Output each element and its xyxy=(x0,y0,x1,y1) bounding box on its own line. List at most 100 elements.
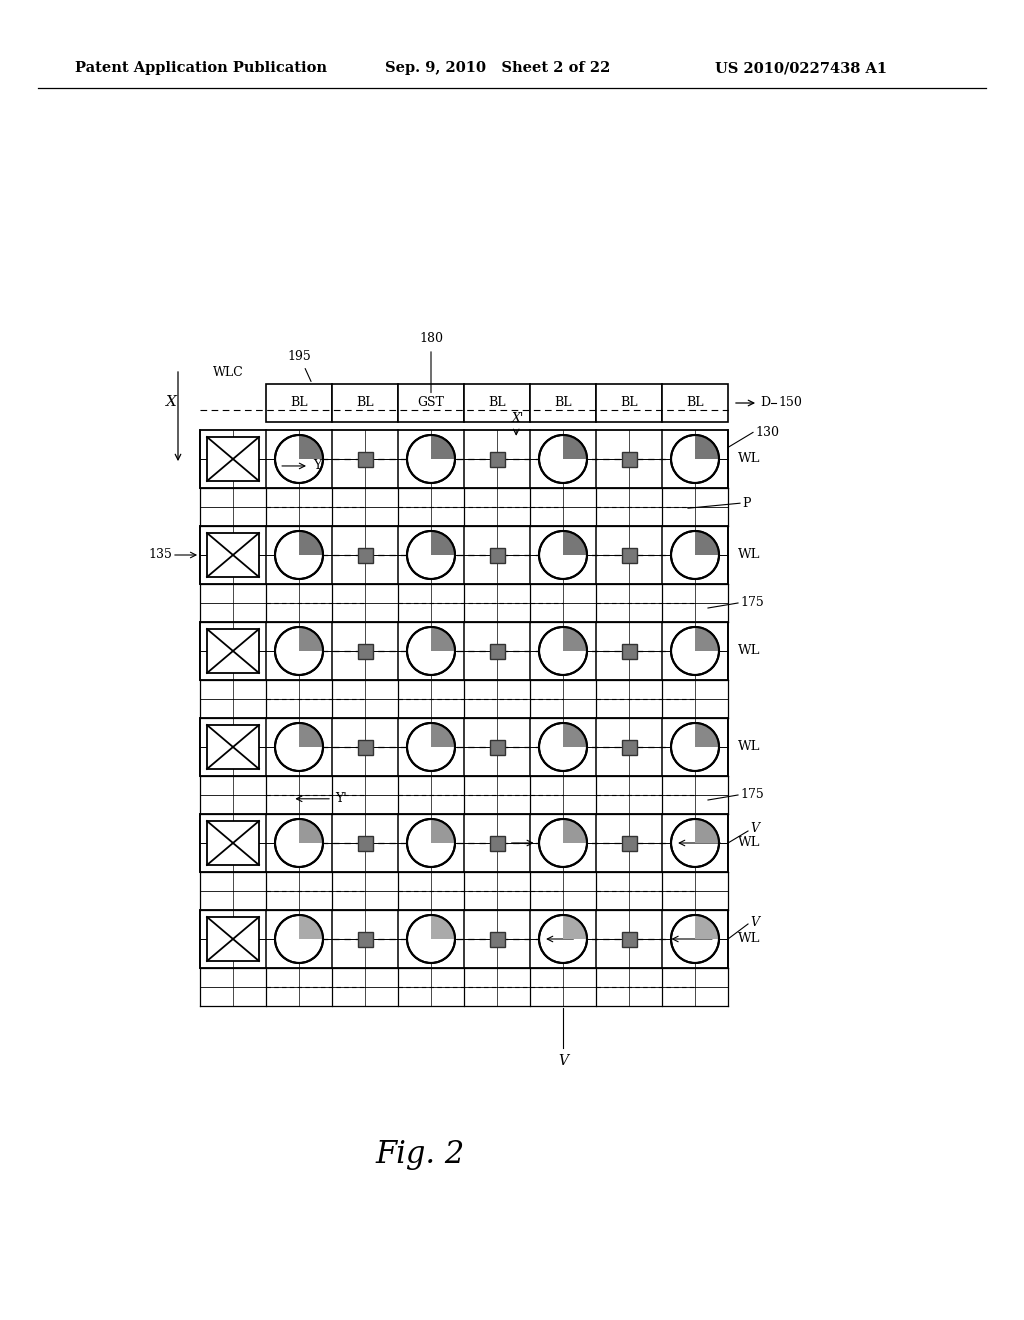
Text: V: V xyxy=(495,842,504,854)
Circle shape xyxy=(539,723,587,771)
Circle shape xyxy=(275,818,323,867)
Circle shape xyxy=(671,818,719,867)
Bar xyxy=(200,525,728,583)
Wedge shape xyxy=(695,818,719,843)
Bar xyxy=(357,644,373,659)
Wedge shape xyxy=(563,436,587,459)
Text: D: D xyxy=(760,396,770,409)
Circle shape xyxy=(275,723,323,771)
Text: BL: BL xyxy=(621,396,638,409)
Text: X': X' xyxy=(512,412,524,425)
Text: BL: BL xyxy=(356,396,374,409)
Text: X: X xyxy=(166,395,177,408)
Circle shape xyxy=(539,915,587,964)
Text: P: P xyxy=(742,496,751,510)
Bar xyxy=(357,932,373,946)
Text: BL: BL xyxy=(290,396,308,409)
Text: WL: WL xyxy=(738,741,761,754)
Circle shape xyxy=(671,915,719,964)
Bar xyxy=(622,932,637,946)
Wedge shape xyxy=(299,436,323,459)
Wedge shape xyxy=(563,627,587,651)
Wedge shape xyxy=(299,818,323,843)
Wedge shape xyxy=(431,531,455,554)
Bar xyxy=(622,548,637,562)
Text: 175: 175 xyxy=(740,597,764,610)
Text: US 2010/0227438 A1: US 2010/0227438 A1 xyxy=(715,61,887,75)
Bar xyxy=(207,725,259,770)
Circle shape xyxy=(539,531,587,579)
Wedge shape xyxy=(563,915,587,939)
Circle shape xyxy=(539,627,587,675)
Circle shape xyxy=(275,531,323,579)
Bar xyxy=(596,384,662,422)
Bar xyxy=(357,451,373,466)
Text: 150: 150 xyxy=(778,396,802,409)
Bar xyxy=(266,384,332,422)
Bar xyxy=(622,836,637,850)
Circle shape xyxy=(407,915,455,964)
Wedge shape xyxy=(431,723,455,747)
Circle shape xyxy=(539,818,587,867)
Bar xyxy=(489,836,505,850)
Text: Y: Y xyxy=(313,459,322,473)
Bar xyxy=(200,430,728,488)
Wedge shape xyxy=(431,436,455,459)
Wedge shape xyxy=(299,723,323,747)
Bar xyxy=(530,384,596,422)
Bar xyxy=(207,533,259,577)
Bar xyxy=(398,384,464,422)
Bar xyxy=(489,548,505,562)
Bar xyxy=(622,451,637,466)
Text: V: V xyxy=(750,916,759,928)
Circle shape xyxy=(671,436,719,483)
Text: 175: 175 xyxy=(740,788,764,801)
Circle shape xyxy=(407,436,455,483)
Circle shape xyxy=(671,531,719,579)
Text: WL: WL xyxy=(738,932,761,945)
Wedge shape xyxy=(431,818,455,843)
Bar xyxy=(200,814,728,873)
Wedge shape xyxy=(695,915,719,939)
Wedge shape xyxy=(563,531,587,554)
Text: WL: WL xyxy=(738,837,761,850)
Bar xyxy=(357,548,373,562)
Text: BL: BL xyxy=(686,396,703,409)
Bar xyxy=(357,739,373,755)
Circle shape xyxy=(407,818,455,867)
Bar xyxy=(207,630,259,673)
Text: BL: BL xyxy=(554,396,571,409)
Bar xyxy=(622,739,637,755)
Text: BL: BL xyxy=(488,396,506,409)
Wedge shape xyxy=(299,627,323,651)
Text: WL: WL xyxy=(738,644,761,657)
Text: V: V xyxy=(750,822,759,836)
Bar xyxy=(207,821,259,865)
Bar xyxy=(464,384,530,422)
Text: WL: WL xyxy=(738,549,761,561)
Bar xyxy=(662,384,728,422)
Wedge shape xyxy=(695,723,719,747)
Text: Patent Application Publication: Patent Application Publication xyxy=(75,61,327,75)
Text: V: V xyxy=(558,1053,568,1068)
Text: WL: WL xyxy=(738,453,761,466)
Text: Y': Y' xyxy=(335,792,347,805)
Wedge shape xyxy=(563,818,587,843)
Text: 180: 180 xyxy=(419,333,443,346)
Bar xyxy=(200,718,728,776)
Wedge shape xyxy=(695,436,719,459)
Wedge shape xyxy=(431,915,455,939)
Wedge shape xyxy=(299,915,323,939)
Bar xyxy=(332,384,398,422)
Circle shape xyxy=(407,531,455,579)
Text: 195: 195 xyxy=(287,350,311,363)
Circle shape xyxy=(275,915,323,964)
Wedge shape xyxy=(431,627,455,651)
Bar xyxy=(200,909,728,968)
Circle shape xyxy=(407,723,455,771)
Text: 130: 130 xyxy=(755,426,779,438)
Bar xyxy=(489,644,505,659)
Circle shape xyxy=(275,436,323,483)
Bar xyxy=(207,437,259,480)
Circle shape xyxy=(275,627,323,675)
